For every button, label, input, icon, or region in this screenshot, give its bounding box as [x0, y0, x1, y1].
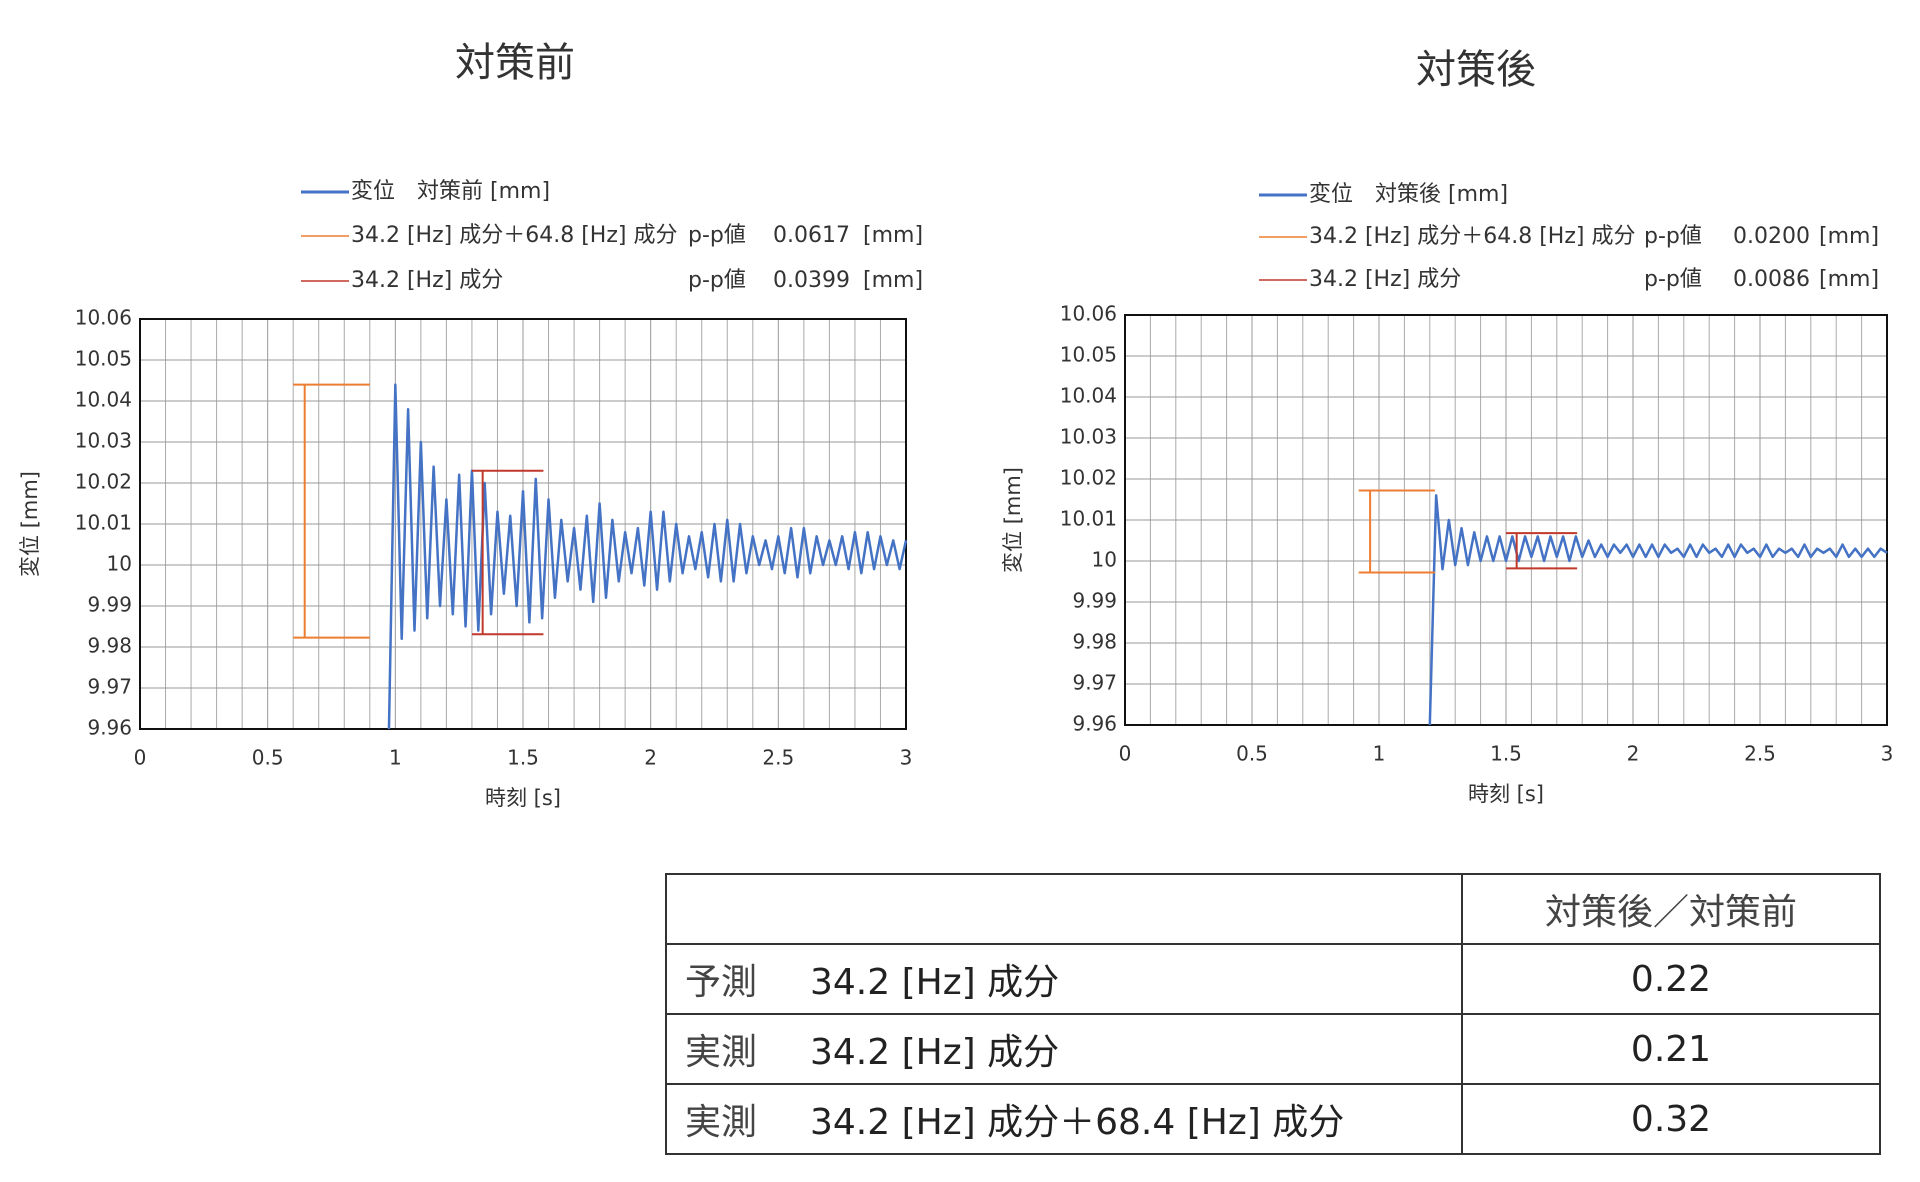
- x-tick-label: 1: [1373, 742, 1386, 766]
- x-tick-label: 0.5: [252, 746, 284, 770]
- y-tick-label: 10: [107, 552, 132, 576]
- x-tick-label: 3: [900, 746, 913, 770]
- row-kind: 予測: [685, 962, 758, 1003]
- y-tick-label: 9.99: [1072, 589, 1117, 613]
- y-tick-label: 10.02: [75, 470, 132, 494]
- pp-label: p-p値: [688, 223, 746, 248]
- x-axis-label: 時刻 [s]: [1468, 782, 1544, 806]
- pp-unit: [mm]: [863, 268, 923, 293]
- y-tick-label: 9.99: [87, 593, 132, 617]
- y-tick-label: 10.06: [1060, 302, 1117, 326]
- pp-bracket: [1358, 489, 1435, 574]
- x-tick-label: 1.5: [507, 746, 539, 770]
- row-item: 34.2 [Hz] 成分＋68.4 [Hz] 成分: [810, 1102, 1345, 1143]
- y-tick-label: 9.97: [87, 675, 132, 699]
- x-tick-label: 2.5: [1744, 742, 1776, 766]
- pp-value: 0.0617: [773, 223, 850, 248]
- x-tick-label: 1: [389, 746, 402, 770]
- y-tick-label: 9.97: [1072, 671, 1117, 695]
- pp-unit: [mm]: [1819, 267, 1879, 292]
- x-tick-label: 2: [644, 746, 657, 770]
- y-axis-label: 変位 [mm]: [18, 471, 42, 577]
- legend-label: 変位 対策前 [mm]: [351, 179, 550, 204]
- row-label: 予測 34.2 [Hz] 成分: [665, 943, 1463, 1015]
- signal-line: [387, 383, 908, 730]
- pp-value: 0.0086: [1733, 267, 1810, 292]
- row-value: 0.22: [1461, 943, 1881, 1015]
- row-item: 34.2 [Hz] 成分: [810, 1032, 1060, 1073]
- row-value: 0.32: [1461, 1083, 1881, 1155]
- chart-title: 対策前: [455, 40, 575, 86]
- plot-frame: [139, 318, 907, 730]
- pp-value: 0.0399: [773, 268, 850, 293]
- y-tick-label: 9.98: [1072, 630, 1117, 654]
- ratio-table: 対策後／対策前 予測 34.2 [Hz] 成分 0.22 実測 34.2 [Hz] 成…: [665, 873, 1881, 1155]
- x-tick-label: 0.5: [1236, 742, 1268, 766]
- pp-unit: [mm]: [863, 223, 923, 248]
- table-row: 実測 34.2 [Hz] 成分 0.21: [665, 1013, 1881, 1085]
- y-tick-label: 10.01: [75, 511, 132, 535]
- table-row: 予測 34.2 [Hz] 成分 0.22: [665, 943, 1881, 1015]
- y-tick-label: 10.06: [75, 306, 132, 330]
- legend-label: 変位 対策後 [mm]: [1309, 182, 1508, 207]
- pp-label: p-p値: [1644, 224, 1702, 249]
- y-tick-label: 10: [1092, 548, 1117, 572]
- y-tick-label: 10.04: [75, 388, 132, 412]
- row-item: 34.2 [Hz] 成分: [810, 962, 1060, 1003]
- pp-unit: [mm]: [1819, 224, 1879, 249]
- row-kind: 実測: [685, 1032, 758, 1073]
- row-label: 実測 34.2 [Hz] 成分: [665, 1013, 1463, 1085]
- y-tick-label: 10.05: [75, 347, 132, 371]
- pp-bracket: [1506, 532, 1578, 570]
- x-tick-label: 2: [1627, 742, 1640, 766]
- y-tick-label: 10.03: [1060, 425, 1117, 449]
- legend-label: 34.2 [Hz] 成分: [351, 268, 503, 293]
- pp-bracket: [471, 469, 544, 636]
- x-tick-label: 3: [1881, 742, 1894, 766]
- chart-title: 対策後: [1416, 47, 1536, 93]
- row-kind: 実測: [685, 1102, 758, 1143]
- y-tick-label: 10.01: [1060, 507, 1117, 531]
- y-tick-label: 10.05: [1060, 343, 1117, 367]
- table-header-row: 対策後／対策前: [665, 873, 1881, 945]
- x-axis-label: 時刻 [s]: [485, 786, 561, 810]
- y-tick-label: 9.96: [87, 716, 132, 740]
- pp-label: p-p値: [688, 268, 746, 293]
- y-tick-label: 10.03: [75, 429, 132, 453]
- pp-value: 0.0200: [1733, 224, 1810, 249]
- table-header: 対策後／対策前: [1461, 873, 1881, 945]
- plot-frame: [1124, 314, 1888, 726]
- pp-bracket: [293, 383, 370, 639]
- x-tick-label: 2.5: [762, 746, 794, 770]
- y-tick-label: 10.04: [1060, 384, 1117, 408]
- legend-label: 34.2 [Hz] 成分＋64.8 [Hz] 成分: [1309, 224, 1635, 249]
- x-tick-label: 0: [134, 746, 147, 770]
- x-tick-label: 0: [1119, 742, 1132, 766]
- row-value: 0.21: [1461, 1013, 1881, 1085]
- row-label: 実測 34.2 [Hz] 成分＋68.4 [Hz] 成分: [665, 1083, 1463, 1155]
- legend-label: 34.2 [Hz] 成分＋64.8 [Hz] 成分: [351, 223, 677, 248]
- pp-label: p-p値: [1644, 267, 1702, 292]
- y-tick-label: 10.02: [1060, 466, 1117, 490]
- empty-cell: [665, 873, 1463, 945]
- y-axis-label: 変位 [mm]: [1001, 467, 1025, 573]
- y-tick-label: 9.96: [1072, 712, 1117, 736]
- legend-label: 34.2 [Hz] 成分: [1309, 267, 1461, 292]
- signal-line: [1428, 494, 1888, 726]
- table-row: 実測 34.2 [Hz] 成分＋68.4 [Hz] 成分 0.32: [665, 1083, 1881, 1155]
- x-tick-label: 1.5: [1490, 742, 1522, 766]
- y-tick-label: 9.98: [87, 634, 132, 658]
